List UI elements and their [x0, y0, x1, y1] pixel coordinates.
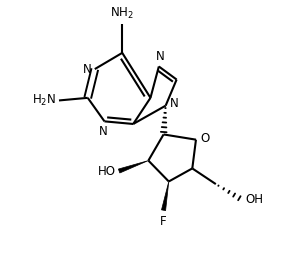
- Text: N: N: [99, 125, 108, 138]
- Text: O: O: [201, 132, 210, 145]
- Text: HO: HO: [98, 164, 116, 178]
- Text: N: N: [169, 97, 178, 110]
- Text: NH$_2$: NH$_2$: [110, 6, 134, 21]
- Polygon shape: [162, 181, 169, 211]
- Text: OH: OH: [245, 193, 263, 206]
- Text: F: F: [160, 215, 167, 228]
- Polygon shape: [118, 161, 148, 173]
- Text: N: N: [156, 49, 165, 63]
- Text: H$_2$N: H$_2$N: [32, 93, 56, 108]
- Text: N: N: [83, 63, 92, 76]
